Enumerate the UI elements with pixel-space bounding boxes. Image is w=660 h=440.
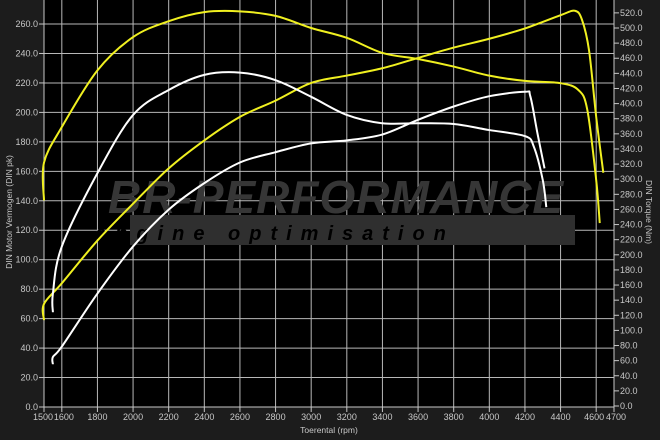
y2-tick-label: 340.0 [620, 144, 643, 154]
x-tick-label: 3000 [301, 412, 321, 422]
y2-tick-label: 140.0 [620, 295, 643, 305]
y2-tick-label: 420.0 [620, 83, 643, 93]
y2-tick-label: 0.0 [620, 401, 633, 411]
y2-tick-label: 40.0 [620, 371, 638, 381]
x-tick-label: 2000 [123, 412, 143, 422]
y2-tick-label: 480.0 [620, 38, 643, 48]
y2-tick-label: 520.0 [620, 8, 643, 18]
y2-tick-label: 180.0 [620, 265, 643, 275]
y2-tick-label: 260.0 [620, 204, 643, 214]
y2-tick-label: 120.0 [620, 310, 643, 320]
y-tick-label: 160.0 [15, 166, 38, 176]
y2-tick-label: 500.0 [620, 23, 643, 33]
y2-tick-label: 80.0 [620, 341, 638, 351]
y-tick-label: 20.0 [20, 373, 38, 383]
x-tick-label: 2800 [266, 412, 286, 422]
series-group [41, 9, 605, 365]
y2-axis-label: DIN Torque (Nm) [644, 180, 654, 244]
y2-tick-label: 280.0 [620, 189, 643, 199]
x-tick-label: 1500 [33, 412, 53, 422]
y-tick-label: 200.0 [15, 107, 38, 117]
y-tick-label: 220.0 [15, 78, 38, 88]
x-tick-label: 4400 [551, 412, 571, 422]
x-tick-label: 4000 [479, 412, 499, 422]
y2-tick-label: 200.0 [620, 250, 643, 260]
y2-tick-label: 20.0 [620, 386, 638, 396]
tuned-torque-line [41, 9, 601, 224]
y2-tick-label: 300.0 [620, 174, 643, 184]
x-tick-label: 2200 [159, 412, 179, 422]
y-tick-label: 180.0 [15, 137, 38, 147]
x-tick-label: 3600 [408, 412, 428, 422]
watermark-logo: BR-PERFORMANCE engine optimisation [95, 171, 575, 245]
y-axis-label: DIN Motor Vermogen (DIN pk) [4, 155, 14, 269]
x-tick-label: 2400 [194, 412, 214, 422]
tuned-power-line [41, 9, 605, 321]
axes: 0.0 20.0 40.0 60.0 80.0 100.0 120.0 140.0 160.0 1… [15, 0, 643, 422]
y-tick-label: 60.0 [20, 314, 38, 324]
grid [44, 0, 614, 407]
x-tick-label: 4700 [606, 412, 626, 422]
y2-tick-label: 380.0 [620, 114, 643, 124]
y-tick-label: 140.0 [15, 196, 38, 206]
y2-tick-label: 440.0 [620, 68, 643, 78]
x-tick-label: 2600 [230, 412, 250, 422]
y2-tick-label: 160.0 [620, 280, 643, 290]
y-tick-label: 120.0 [15, 225, 38, 235]
y2-tick-label: 400.0 [620, 99, 643, 109]
y-tick-label: 80.0 [20, 284, 38, 294]
y2-tick-label: 320.0 [620, 159, 643, 169]
y-tick-label: 240.0 [15, 48, 38, 58]
x-axis-label: Toerental (rpm) [300, 425, 358, 435]
x-tick-label: 3800 [444, 412, 464, 422]
plot-area [44, 0, 614, 407]
x-tick-label: 3200 [337, 412, 357, 422]
x-tick-label: 1800 [87, 412, 107, 422]
watermark-tagline: engine optimisation [95, 223, 455, 245]
y2-tick-label: 60.0 [620, 356, 638, 366]
y-tick-label: 260.0 [15, 19, 38, 29]
y2-tick-label: 460.0 [620, 53, 643, 63]
x-tick-label: 3400 [372, 412, 392, 422]
y2-tick-label: 220.0 [620, 235, 643, 245]
watermark-brand: BR-PERFORMANCE [108, 171, 564, 223]
y-tick-label: 100.0 [15, 255, 38, 265]
y2-tick-label: 240.0 [620, 220, 643, 230]
stock-torque-line [51, 71, 548, 313]
y-tick-label: 0.0 [25, 402, 38, 412]
x-tick-label: 4200 [515, 412, 535, 422]
watermark-bar [130, 215, 575, 245]
x-tick-label: 4600 [584, 412, 604, 422]
stock-power-line [51, 90, 546, 365]
y2-tick-label: 360.0 [620, 129, 643, 139]
x-tick-label: 1600 [54, 412, 74, 422]
y-tick-label: 40.0 [20, 343, 38, 353]
y2-tick-label: 100.0 [620, 325, 643, 335]
